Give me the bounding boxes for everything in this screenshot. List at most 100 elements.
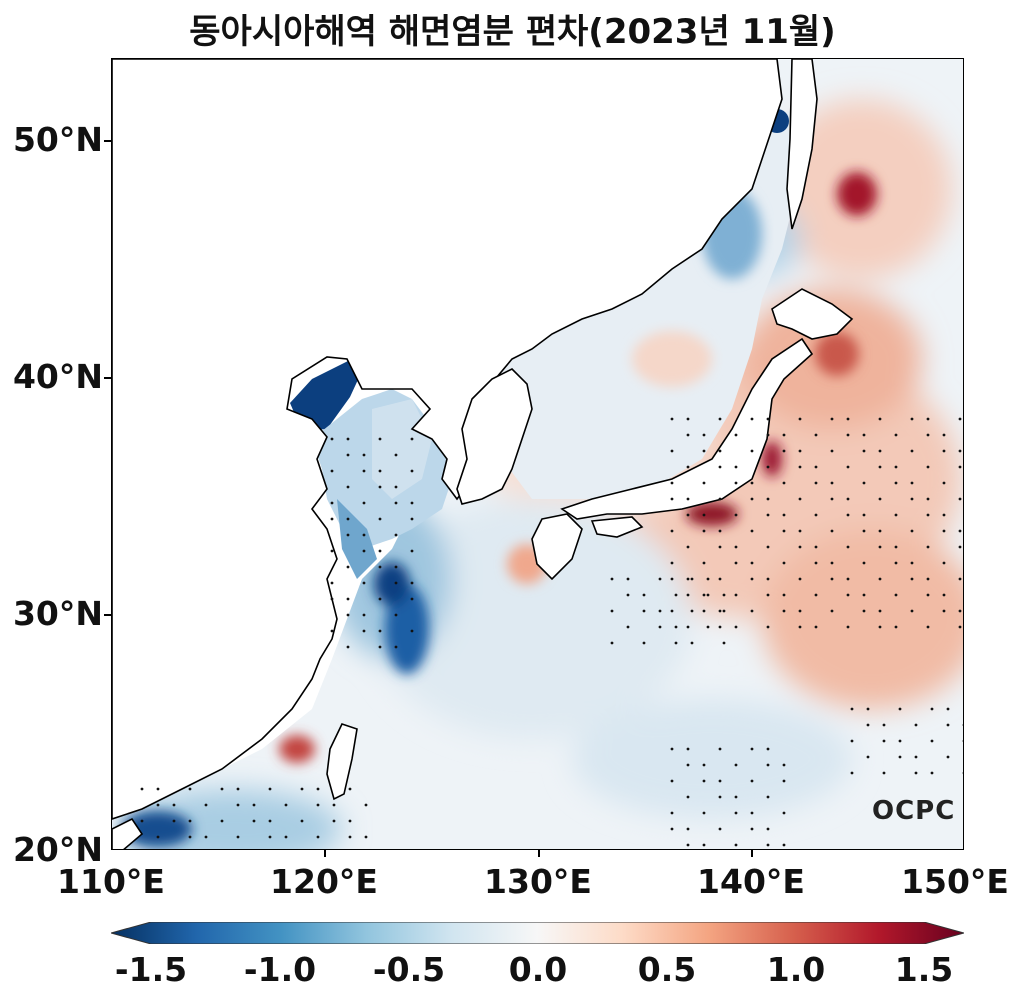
significance-dot — [252, 803, 256, 807]
significance-dots — [140, 417, 963, 847]
significance-dot — [346, 597, 350, 601]
significance-dot — [734, 763, 738, 767]
significance-dot — [910, 481, 914, 485]
significance-dot — [362, 501, 366, 505]
significance-dot — [718, 545, 722, 549]
significance-dot — [718, 779, 722, 783]
significance-dot — [750, 811, 754, 815]
significance-dot — [926, 593, 930, 597]
significance-dot — [718, 795, 722, 799]
significance-dot — [882, 771, 886, 775]
significance-dot — [846, 545, 850, 549]
significance-dot — [300, 787, 304, 791]
significance-dot — [962, 772, 963, 774]
significance-dot — [702, 481, 706, 485]
significance-dot — [846, 465, 850, 469]
significance-dot — [914, 755, 918, 759]
significance-dot — [702, 843, 706, 847]
significance-dot — [140, 819, 144, 823]
significance-dot — [958, 529, 962, 533]
significance-dot — [346, 613, 350, 617]
significance-dot — [862, 561, 866, 565]
significance-dot — [894, 545, 898, 549]
significance-dot — [850, 739, 854, 743]
significance-dot — [670, 609, 674, 613]
significance-dot — [946, 707, 950, 711]
significance-dot — [862, 609, 866, 613]
significance-dot — [204, 803, 208, 807]
significance-dot — [394, 485, 398, 489]
colorbar-tick-label: 1.5 — [894, 950, 954, 989]
significance-dot — [942, 593, 946, 597]
significance-dot — [910, 497, 914, 501]
significance-dot — [734, 513, 738, 517]
significance-dot — [958, 417, 962, 421]
significance-dot — [394, 645, 398, 649]
significance-dot — [346, 533, 350, 537]
significance-dot — [750, 497, 754, 501]
y-tick-label-40n: 40°N — [12, 357, 103, 396]
significance-dot — [898, 739, 902, 743]
significance-dot — [686, 433, 690, 437]
significance-dot — [766, 465, 770, 469]
significance-dot — [930, 707, 934, 711]
significance-dot — [750, 609, 754, 613]
significance-dot — [894, 513, 898, 517]
significance-dot — [378, 437, 382, 441]
significance-dot — [782, 843, 786, 847]
significance-dot — [410, 469, 414, 473]
significance-dot — [914, 771, 918, 775]
significance-dot — [878, 625, 882, 629]
significance-dot — [706, 577, 710, 581]
colorbar-tick-label: -1.5 — [114, 950, 188, 989]
significance-dot — [642, 609, 646, 613]
significance-dot — [850, 771, 854, 775]
significance-dot — [364, 803, 368, 807]
significance-dot — [252, 819, 256, 823]
significance-dot — [378, 629, 382, 633]
significance-dot — [894, 465, 898, 469]
significance-dot — [910, 449, 914, 453]
significance-dot — [686, 497, 690, 501]
significance-dot — [894, 481, 898, 485]
significance-dot — [706, 593, 710, 597]
significance-dot — [962, 740, 963, 742]
significance-dot — [766, 545, 770, 549]
significance-dot — [316, 835, 320, 839]
x-tick-label-150e: 150°E — [901, 862, 1009, 901]
significance-dot — [734, 625, 738, 629]
significance-dot — [330, 549, 334, 553]
significance-dot — [958, 545, 962, 549]
significance-dot — [866, 755, 870, 759]
significance-dot — [658, 577, 662, 581]
significance-dot — [362, 549, 366, 553]
significance-dot — [686, 545, 690, 549]
significance-dot — [958, 465, 962, 469]
significance-dot — [942, 513, 946, 517]
significance-dot — [766, 843, 770, 847]
significance-dot — [898, 755, 902, 759]
significance-dot — [702, 779, 706, 783]
significance-dot — [330, 501, 334, 505]
significance-dot — [750, 417, 754, 421]
significance-dot — [410, 581, 414, 585]
significance-dot — [410, 437, 414, 441]
significance-dot — [782, 811, 786, 815]
significance-dot — [846, 625, 850, 629]
significance-dot — [878, 449, 882, 453]
significance-dot — [718, 577, 722, 581]
significance-dot — [686, 593, 690, 597]
significance-dot — [610, 609, 614, 613]
significance-dot — [942, 433, 946, 437]
significance-dot — [686, 625, 690, 629]
significance-dot — [686, 577, 690, 581]
significance-dot — [642, 641, 646, 645]
significance-dot — [410, 549, 414, 553]
colorbar-tick-label: -0.5 — [372, 950, 446, 989]
significance-dot — [702, 449, 706, 453]
significance-dot — [300, 819, 304, 823]
significance-dot — [188, 835, 192, 839]
significance-dot — [378, 485, 382, 489]
significance-dot — [814, 481, 818, 485]
significance-dot — [268, 787, 272, 791]
